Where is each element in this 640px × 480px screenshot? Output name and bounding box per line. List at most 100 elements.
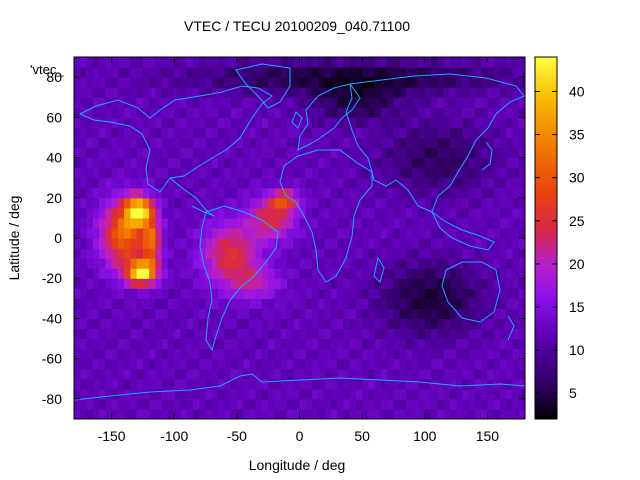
heatmap-cell: [142, 57, 150, 68]
heatmap-cell: [205, 57, 213, 68]
heatmap-cell: [481, 197, 489, 209]
heatmap-cell: [393, 217, 401, 229]
heatmap-cell: [124, 318, 131, 330]
heatmap-cell: [236, 318, 244, 330]
heatmap-cell: [456, 288, 463, 299]
heatmap-cell: [224, 238, 232, 249]
heatmap-cell: [299, 217, 307, 229]
colorbar-tick-label: 5: [569, 385, 577, 401]
heatmap-cell: [205, 298, 213, 309]
coastline-southeast-asia: [431, 211, 495, 251]
heatmap-cell: [293, 137, 301, 149]
heatmap-cell: [230, 227, 238, 239]
heatmap-cell: [374, 358, 382, 370]
heatmap-cell: [481, 338, 489, 350]
heatmap-cell: [393, 288, 401, 299]
heatmap-cell: [368, 408, 376, 419]
heatmap-cell: [99, 57, 106, 68]
heatmap-cell: [218, 338, 225, 350]
heatmap-cell: [193, 187, 200, 199]
heatmap-cell: [405, 97, 413, 108]
heatmap-cell: [349, 117, 357, 128]
heatmap-cell: [186, 197, 194, 209]
heatmap-cell: [255, 258, 263, 269]
heatmap-cell: [167, 197, 175, 209]
heatmap-cell: [161, 388, 169, 400]
heatmap-cell: [305, 408, 313, 419]
heatmap-cell: [437, 97, 445, 108]
heatmap-cell: [180, 117, 188, 128]
heatmap-cell: [393, 137, 401, 149]
heatmap-cell: [149, 318, 157, 330]
heatmap-cell: [149, 388, 157, 400]
heatmap-cell: [343, 157, 351, 169]
heatmap-cell: [431, 167, 438, 179]
heatmap-cell: [443, 207, 451, 219]
heatmap-cell: [487, 338, 495, 350]
heatmap-cell: [167, 408, 175, 419]
heatmap-cell: [149, 107, 157, 118]
heatmap-cell: [99, 268, 106, 279]
heatmap-cell: [387, 328, 395, 340]
heatmap-cell: [305, 268, 313, 279]
heatmap-cell: [299, 227, 307, 239]
heatmap-cell: [274, 338, 282, 350]
heatmap-cell: [412, 107, 420, 118]
heatmap-cell: [286, 107, 294, 118]
heatmap-cell: [456, 57, 463, 68]
heatmap-cell: [130, 318, 138, 330]
heatmap-cell: [286, 348, 294, 360]
heatmap-cell: [293, 388, 301, 400]
heatmap-cell: [330, 358, 338, 370]
heatmap-cell: [280, 408, 288, 419]
heatmap-cell: [387, 227, 395, 239]
heatmap-cell: [405, 177, 413, 189]
heatmap-cell: [474, 248, 482, 259]
heatmap-cell: [230, 167, 238, 179]
heatmap-cell: [380, 268, 388, 279]
heatmap-cell: [99, 278, 106, 289]
heatmap-cell: [512, 157, 520, 169]
heatmap-cell: [230, 177, 238, 189]
heatmap-cell: [443, 358, 451, 370]
heatmap-cell: [236, 117, 244, 128]
heatmap-cell: [387, 87, 395, 98]
heatmap-cell: [349, 67, 357, 78]
heatmap-cell: [318, 288, 326, 299]
heatmap-cell: [355, 408, 363, 419]
heatmap-cell: [474, 107, 482, 118]
heatmap-cell: [343, 117, 351, 128]
heatmap-cell: [349, 57, 357, 68]
heatmap-cell: [124, 97, 131, 108]
heatmap-cell: [305, 348, 313, 360]
heatmap-cell: [405, 77, 413, 88]
heatmap-cell: [130, 207, 138, 219]
heatmap-cell: [174, 318, 182, 330]
heatmap-cell: [255, 77, 263, 88]
heatmap-cell: [174, 258, 182, 269]
heatmap-cell: [355, 137, 363, 149]
heatmap-cell: [74, 87, 81, 98]
heatmap-cell: [261, 348, 269, 360]
heatmap-cell: [493, 328, 501, 340]
heatmap-cell: [280, 388, 288, 400]
heatmap-cell: [374, 308, 382, 320]
heatmap-cell: [174, 207, 182, 219]
heatmap-cell: [249, 328, 257, 340]
coastline-australia: [441, 261, 501, 323]
heatmap-cell: [155, 378, 163, 390]
heatmap-cell: [380, 388, 388, 400]
heatmap-cell: [92, 328, 100, 340]
heatmap-cell: [230, 87, 238, 98]
heatmap-cell: [174, 308, 182, 320]
heatmap-cell: [449, 137, 457, 149]
heatmap-cell: [493, 398, 501, 410]
heatmap-cell: [468, 157, 476, 169]
heatmap-cell: [299, 137, 307, 149]
x-tick-label: -50: [227, 428, 247, 444]
heatmap-cell: [124, 328, 131, 340]
heatmap-cell: [487, 268, 495, 279]
heatmap-cell: [161, 298, 169, 309]
heatmap-cell: [462, 258, 470, 269]
heatmap-cell: [136, 137, 144, 149]
